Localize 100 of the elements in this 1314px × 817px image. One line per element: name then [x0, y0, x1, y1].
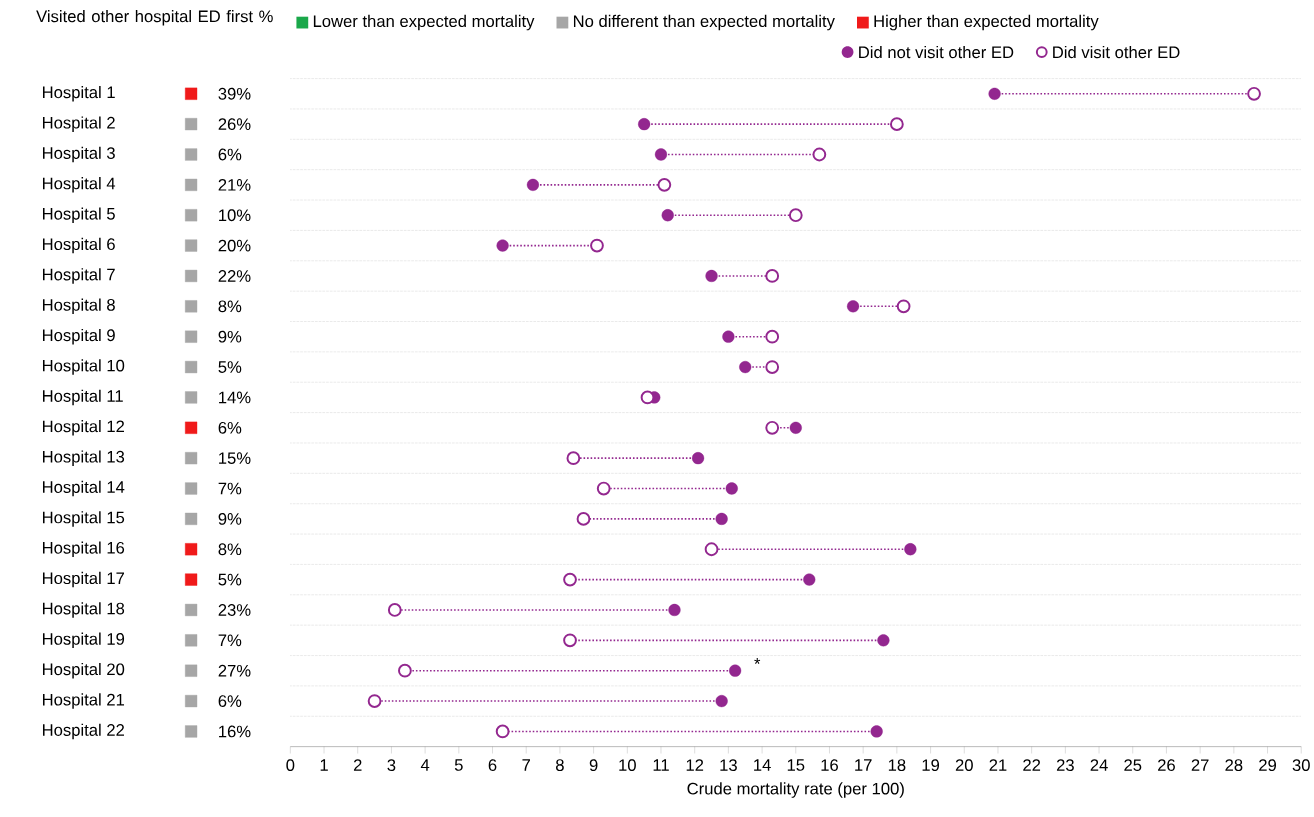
x-tick-label: 3: [387, 759, 396, 771]
x-tick-label: 14: [754, 759, 771, 771]
point: [765, 268, 780, 283]
category-label: Hospital 1: [42, 85, 115, 102]
point: [812, 147, 827, 162]
data-label: 23%: [218, 603, 251, 616]
data-label: 7%: [218, 482, 242, 495]
data-label: 7%: [218, 634, 242, 646]
point: [715, 512, 728, 525]
x-tick-label: 17: [855, 759, 872, 771]
x-tick-label: 19: [922, 759, 940, 771]
x-tick-label: 26: [1158, 759, 1175, 771]
category-label: Hospital 4: [42, 176, 116, 193]
x-tick-label: 1: [320, 759, 328, 771]
x-tick-label: 30: [1292, 759, 1310, 771]
category-label: Hospital 6: [42, 237, 115, 254]
x-tick-label: 7: [522, 759, 530, 771]
data-label: 6%: [218, 421, 242, 434]
x-tick-label: 15: [787, 759, 805, 771]
data-label: 14%: [219, 391, 251, 404]
category-label: Hospital 15: [42, 510, 125, 527]
point: [668, 603, 681, 616]
annotation: *: [754, 657, 761, 664]
point: [640, 390, 655, 405]
category-label: Hospital 9: [42, 328, 115, 345]
data-label: 27%: [218, 664, 251, 677]
x-tick-label: 29: [1259, 759, 1277, 771]
point: [657, 177, 672, 192]
x-tick-label: 0: [286, 759, 295, 771]
point: [566, 451, 581, 465]
x-tick-label: 4: [420, 759, 430, 771]
data-label: 5%: [218, 361, 242, 373]
x-tick-label: 23: [1056, 759, 1074, 771]
x-tick-label: 2: [353, 759, 362, 771]
category-label: Hospital 16: [42, 541, 125, 557]
category-label: Hospital 7: [42, 268, 115, 284]
point: [877, 634, 890, 647]
legend-label: Lower than expected mortality: [313, 14, 535, 31]
point: [387, 602, 402, 617]
point: [496, 239, 509, 252]
category-label: Hospital 3: [42, 146, 115, 163]
x-tick-label: 18: [888, 759, 906, 771]
point: [691, 451, 705, 465]
category-label: Hospital 8: [42, 298, 115, 314]
x-tick-label: 11: [653, 759, 669, 771]
point: [870, 725, 883, 738]
point: [904, 542, 917, 556]
legend-label: Did visit other ED: [1053, 45, 1180, 58]
text: Visited other hospital ED first %: [36, 9, 273, 26]
point: [725, 482, 738, 495]
category-label: Hospital 11: [42, 389, 123, 406]
category-label: Hospital 10: [42, 359, 125, 375]
data-label: 15%: [219, 452, 251, 464]
point: [729, 664, 742, 677]
x-tick-label: 13: [720, 759, 737, 771]
legend-label: Did not visit other ED: [859, 45, 1014, 58]
x-tick-label: 22: [1023, 759, 1041, 771]
point: [596, 481, 611, 496]
point: [398, 663, 412, 678]
category-label: Hospital 19: [42, 632, 125, 648]
x-tick-label: 21: [989, 759, 1007, 771]
category-label: Hospital 17: [42, 571, 124, 588]
x-tick-label: 28: [1225, 759, 1243, 771]
data-label: 9%: [218, 512, 242, 525]
point: [526, 178, 540, 191]
point: [765, 420, 780, 435]
category-label: Hospital 14: [42, 480, 125, 497]
point: [722, 330, 735, 343]
category-label: Hospital 21: [42, 693, 125, 709]
category-label: Hospital 2: [42, 116, 115, 132]
data-label: 6%: [218, 695, 242, 707]
point: [576, 511, 591, 526]
category-label: Hospital 22: [42, 723, 124, 740]
x-tick-label: 27: [1191, 759, 1209, 771]
data-label: 8%: [218, 543, 242, 555]
data-label: 39%: [218, 87, 251, 100]
point: [1247, 86, 1261, 101]
category-label: Hospital 20: [42, 662, 125, 679]
x-axis-title: Crude mortality rate (per 100): [687, 782, 904, 798]
category-label: Hospital 5: [42, 207, 115, 223]
data-label: 10%: [219, 209, 251, 221]
x-tick-label: 16: [821, 759, 838, 771]
point: [638, 117, 651, 131]
point: [988, 87, 1001, 100]
x-tick-label: 20: [955, 759, 973, 771]
point: [563, 633, 577, 648]
category-label: Hospital 12: [42, 419, 124, 436]
point: [890, 117, 904, 131]
point: [367, 694, 382, 708]
point: [563, 572, 577, 587]
x-tick-label: 12: [686, 759, 704, 771]
data-label: 22%: [218, 269, 251, 282]
point: [661, 208, 674, 222]
data-label: 9%: [218, 330, 242, 343]
point: [715, 694, 728, 707]
x-tick-label: 25: [1124, 759, 1142, 771]
point: [765, 329, 780, 344]
x-tick-label: 10: [619, 759, 636, 771]
data-label: 16%: [219, 725, 251, 738]
point: [704, 542, 719, 556]
